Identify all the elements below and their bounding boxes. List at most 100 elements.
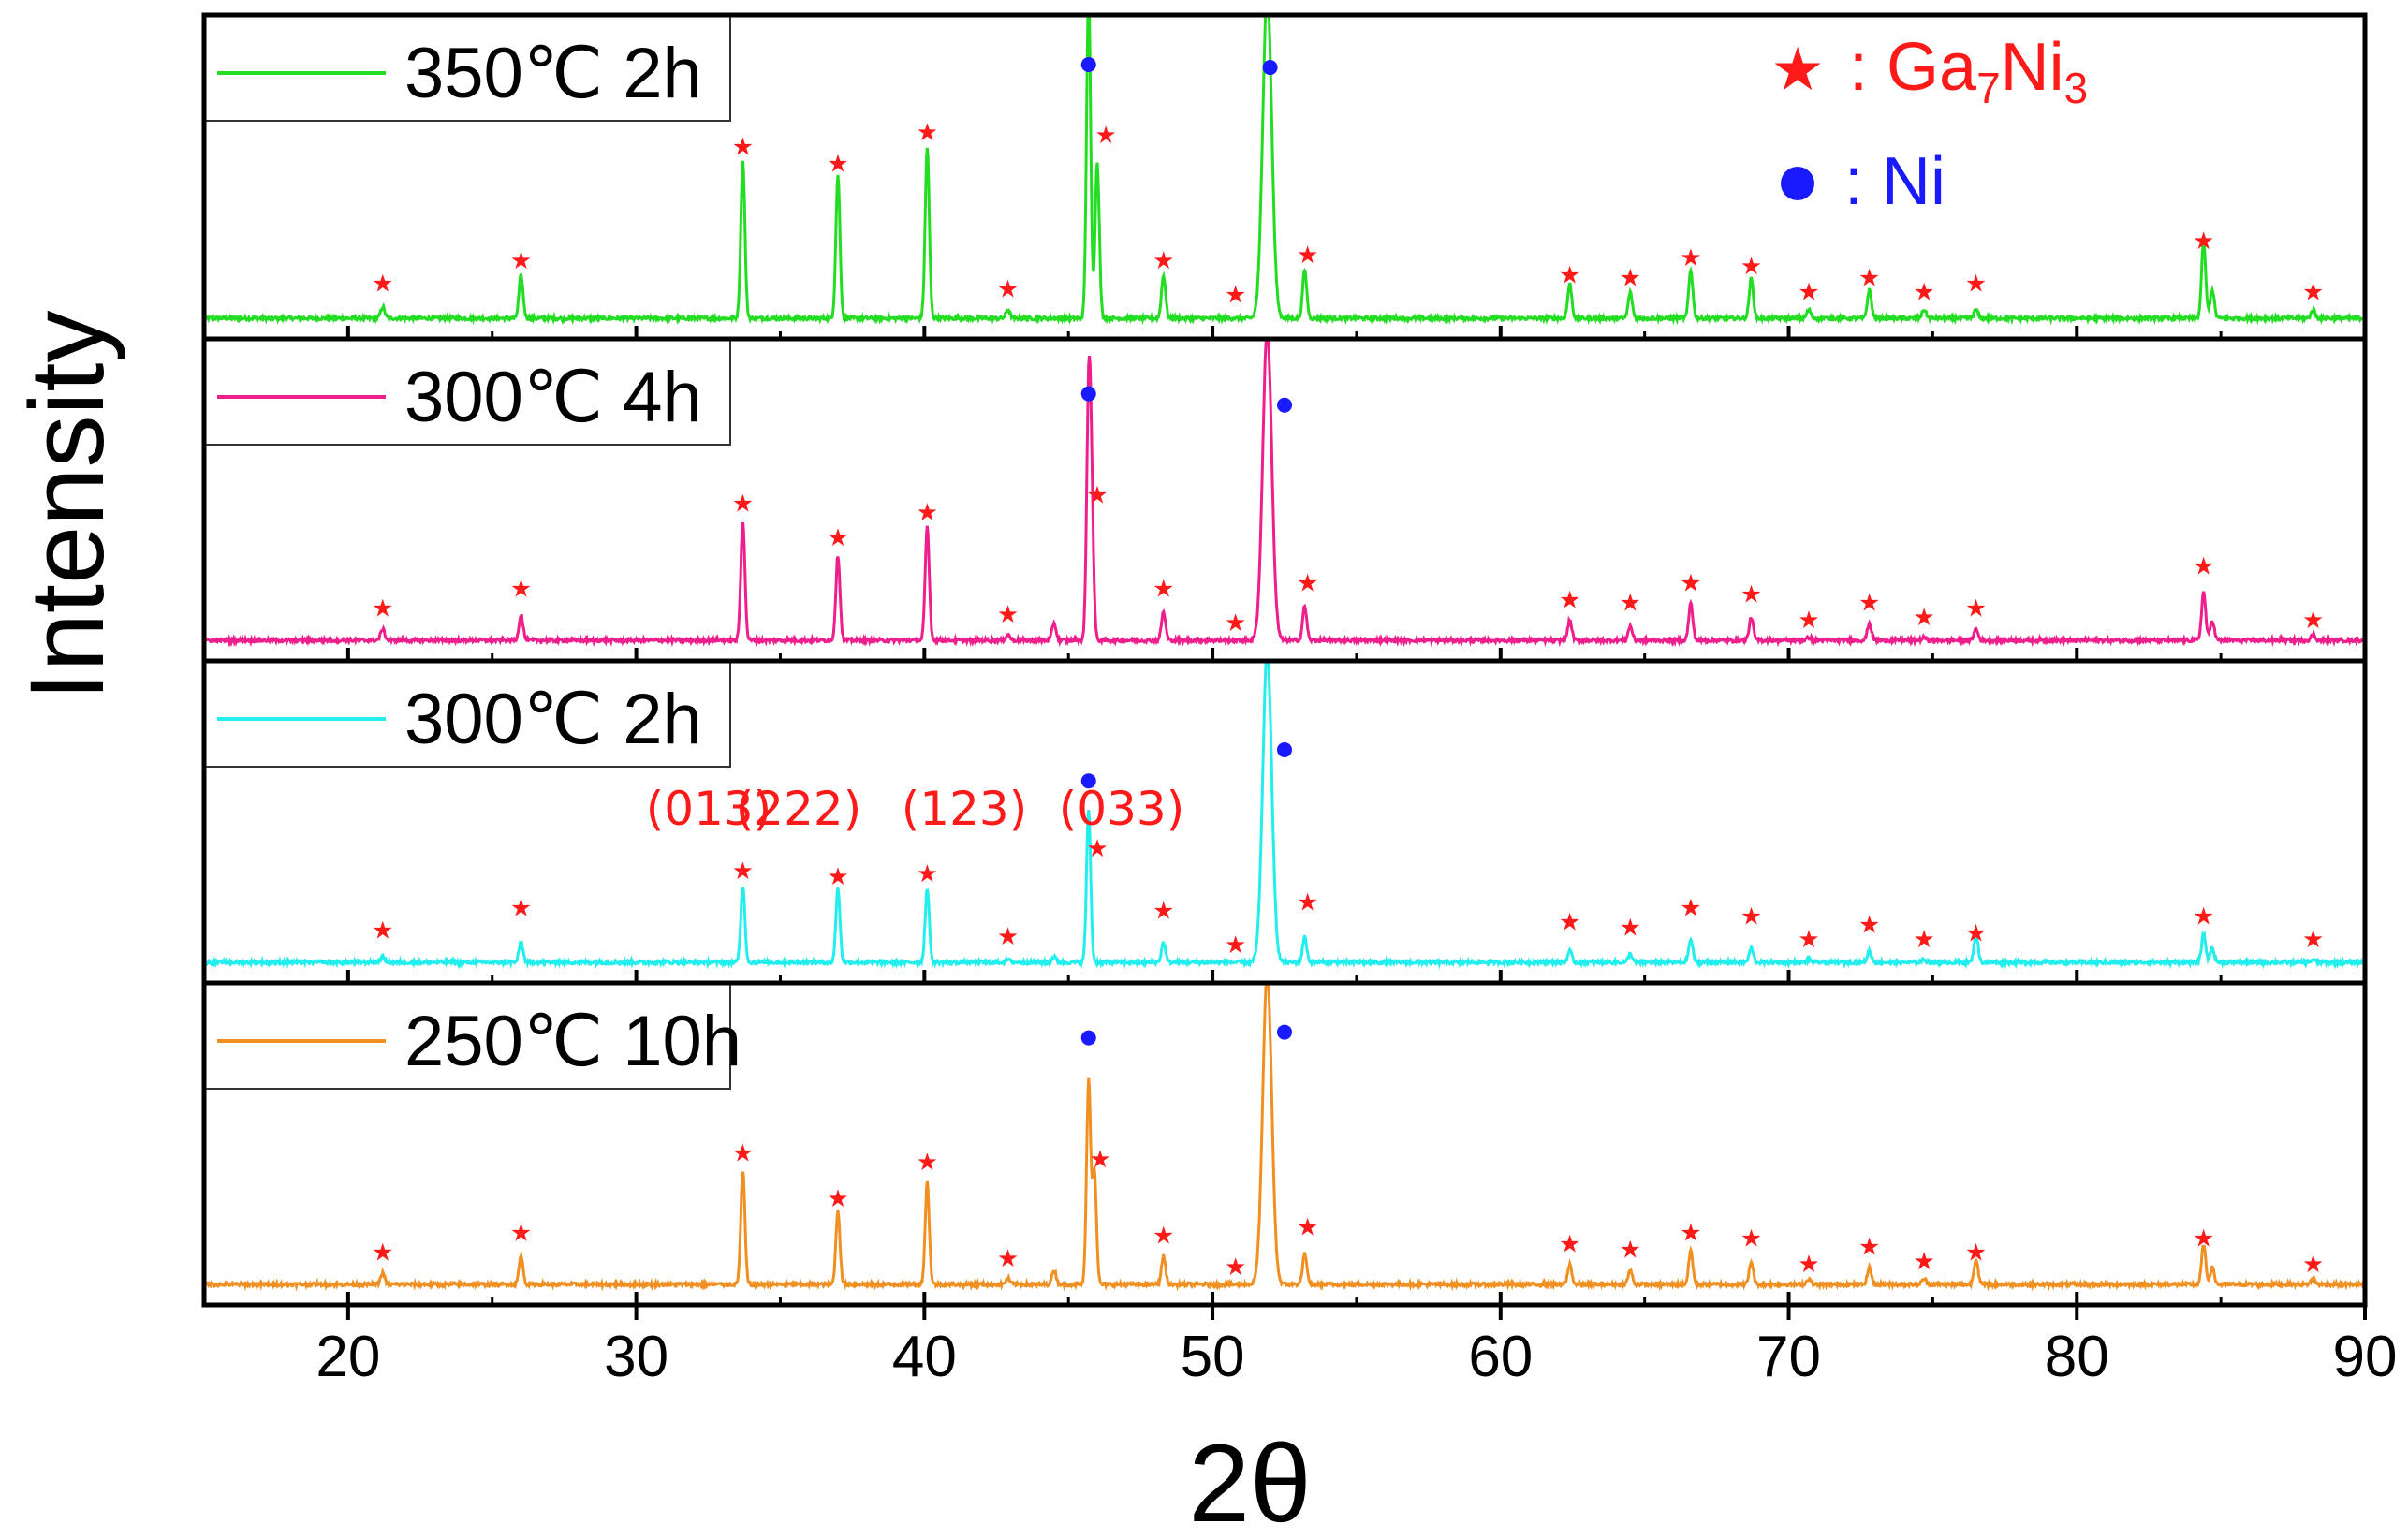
legend-ni-text: Ni — [2001, 30, 2064, 105]
series-legend-label: 250℃ 10h — [404, 1002, 741, 1081]
ga7ni3-star-marker: ★ — [1965, 270, 1987, 298]
ga7ni3-star-marker: ★ — [1798, 926, 1819, 954]
ga7ni3-star-marker: ★ — [372, 595, 393, 623]
ga7ni3-star-marker: ★ — [1740, 581, 1762, 609]
x-tick-label: 60 — [1468, 1325, 1533, 1389]
ga7ni3-star-marker: ★ — [1559, 1231, 1580, 1259]
ga7ni3-star-marker: ★ — [1297, 1213, 1318, 1241]
ga7ni3-star-marker: ★ — [1965, 1239, 1987, 1268]
ga7ni3-star-marker: ★ — [1680, 569, 1701, 597]
x-tick-label: 90 — [2333, 1325, 2398, 1389]
ga7ni3-star-marker: ★ — [1965, 595, 1987, 623]
ga7ni3-star-marker: ★ — [1225, 282, 1246, 310]
ga7ni3-star-marker: ★ — [1297, 888, 1318, 916]
hkl-label: (123) — [902, 782, 1027, 836]
legend-star-marker: ★ — [1770, 36, 1824, 103]
x-tick-label: 30 — [604, 1325, 668, 1389]
ga7ni3-star-marker: ★ — [2193, 227, 2214, 256]
panel-4: ★ ★ ★ ★ ★ ★ ★ ★ ★ ★ ★ ★ ★ ★ ★ ★ ★ ★ ★ ★ 250℃ 10h — [201, 980, 2368, 1308]
legend-ga-text: : Ga — [1849, 30, 1977, 105]
ga7ni3-star-marker: ★ — [997, 1245, 1019, 1273]
ga7ni3-star-marker: ★ — [2193, 552, 2214, 580]
ga7ni3-star-marker: ★ — [1858, 590, 1880, 618]
ni-dot-marker — [1262, 60, 1278, 76]
ga7ni3-star-marker: ★ — [1153, 247, 1174, 275]
ga7ni3-star-marker: ★ — [1858, 1234, 1880, 1262]
series-legend-box — [203, 983, 731, 1090]
ga7ni3-star-marker: ★ — [510, 1220, 532, 1248]
ga7ni3-star-marker: ★ — [732, 491, 754, 519]
ni-dot-marker — [1080, 386, 1096, 402]
ga7ni3-star-marker: ★ — [1680, 244, 1701, 272]
ga7ni3-star-marker: ★ — [997, 276, 1019, 304]
ga7ni3-star-marker: ★ — [2302, 1251, 2324, 1279]
series-legend-label: 300℃ 2h — [404, 680, 702, 759]
hkl-label: (033) — [1059, 782, 1184, 836]
ga7ni3-star-marker: ★ — [732, 1140, 754, 1168]
series-line-25010h — [204, 983, 2365, 1292]
legend-ni-dot — [1781, 167, 1814, 200]
ga7ni3-star-marker: ★ — [1798, 1251, 1819, 1279]
ga7ni3-star-marker: ★ — [917, 860, 938, 888]
ga7ni3-star-marker: ★ — [1680, 894, 1701, 922]
panel-3: ★ ★ ★ ★ ★ ★ ★ ★ ★ ★ ★ ★ ★ ★ ★ ★ ★ ★ ★ ★ (013)(222) (123) (033)… — [201, 658, 2368, 986]
ga7ni3-star-marker: ★ — [1297, 242, 1318, 270]
series-line-3004h — [204, 339, 2365, 648]
series-legend-label: 300℃ 4h — [404, 358, 702, 437]
panel-frame — [201, 980, 2368, 1308]
series-line-3502h — [204, 15, 2365, 326]
ga7ni3-star-marker: ★ — [1680, 1220, 1701, 1248]
x-tick-label: 50 — [1181, 1325, 1245, 1389]
ga7ni3-star-marker: ★ — [997, 923, 1019, 951]
ga7ni3-star-marker: ★ — [510, 247, 532, 275]
ni-dot-marker — [1080, 1030, 1096, 1046]
ga7ni3-star-marker: ★ — [1914, 604, 1935, 632]
series-legend-box — [203, 661, 731, 768]
ga7ni3-star-marker: ★ — [917, 1149, 938, 1177]
ga7ni3-star-marker: ★ — [827, 524, 848, 552]
ga7ni3-star-marker: ★ — [732, 857, 754, 886]
ga7ni3-star-marker: ★ — [1798, 607, 1819, 635]
ga7ni3-star-marker: ★ — [1559, 261, 1580, 289]
legend-sub-7: 7 — [1976, 64, 2001, 112]
x-tick-label: 20 — [316, 1325, 380, 1389]
axes-layer: 20 30 40 50 60 70 80 90 — [202, 326, 2398, 1389]
panel-2: ★ ★ ★ ★ ★ ★ ★ ★ ★ ★ ★ ★ ★ ★ ★ ★ ★ ★ ★ ★ 300℃ 4h — [201, 336, 2368, 664]
ga7ni3-star-marker: ★ — [1225, 609, 1246, 638]
ga7ni3-star-marker: ★ — [1914, 926, 1935, 954]
ga7ni3-star-marker: ★ — [1620, 590, 1641, 618]
series-legend-label: 350℃ 2h — [404, 34, 702, 113]
ga7ni3-star-marker: ★ — [1620, 915, 1641, 943]
ga7ni3-star-marker: ★ — [2193, 1225, 2214, 1253]
x-axis-label: 2θ — [1188, 1422, 1311, 1539]
ga7ni3-star-marker: ★ — [997, 601, 1019, 629]
ga7ni3-star-marker: ★ — [1153, 898, 1174, 926]
x-tick-label: 80 — [2045, 1325, 2109, 1389]
ga7ni3-star-marker: ★ — [2302, 279, 2324, 307]
y-axis-label: Intensity — [8, 310, 125, 700]
ga7ni3-star-marker: ★ — [1965, 920, 1987, 948]
ga7ni3-star-marker: ★ — [372, 917, 393, 945]
legend-sub-3: 3 — [2064, 64, 2089, 112]
panels-layer: ★★★★★★★★★★★ ★★ ★★★★ ★★★350℃ 2h★★★★★★★★★★★ ★★… — [201, 12, 2368, 1308]
ni-dot-marker — [1080, 57, 1096, 73]
ga7ni3-star-marker: ★ — [510, 576, 532, 604]
ni-dot-marker — [1277, 397, 1292, 413]
ga7ni3-star-marker: ★ — [917, 119, 938, 147]
ga7ni3-star-marker: ★ — [1740, 903, 1762, 931]
ga7ni3-star-marker: ★ — [1089, 1146, 1110, 1174]
series-line-3002h — [204, 661, 2365, 970]
series-legend-box — [203, 339, 731, 446]
ga7ni3-star-marker: ★ — [1858, 912, 1880, 940]
phase-legend: ★ : Ga7Ni3 : Ni — [1770, 30, 2088, 219]
ni-dot-marker — [1080, 773, 1096, 789]
legend-ga7ni3-label: : Ga7Ni3 — [1849, 30, 2088, 112]
ga7ni3-star-marker: ★ — [827, 151, 848, 179]
ga7ni3-star-marker: ★ — [1086, 835, 1108, 863]
ga7ni3-star-marker: ★ — [372, 270, 393, 298]
ga7ni3-star-marker: ★ — [1153, 576, 1174, 604]
ga7ni3-star-marker: ★ — [1559, 587, 1580, 615]
ga7ni3-star-marker: ★ — [1297, 569, 1318, 597]
ga7ni3-star-marker: ★ — [2193, 903, 2214, 931]
